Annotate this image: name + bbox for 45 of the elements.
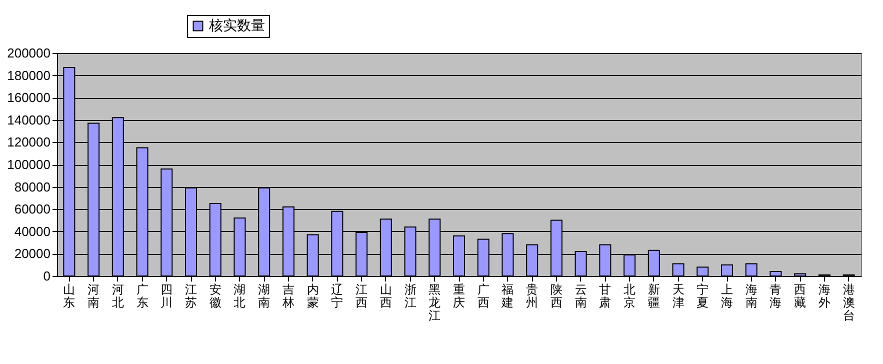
x-tick-label: 西藏: [794, 282, 806, 310]
x-tick-label: 安徽: [209, 282, 222, 310]
x-tick-label: 黑龙江: [428, 282, 441, 322]
x-tick-label: 新疆: [648, 282, 660, 310]
x-tick-label: 重庆: [453, 282, 465, 310]
legend-label: 核实数量: [208, 17, 265, 33]
x-tick-label: 海外: [818, 282, 830, 310]
x-tick-label: 浙江: [404, 282, 416, 310]
y-tick-label: 80000: [14, 179, 50, 194]
x-tick-label: 贵州: [526, 282, 538, 310]
x-tick-label: 山东: [63, 282, 76, 310]
y-tick-label: 100000: [7, 157, 50, 172]
x-tick-label: 内蒙: [306, 282, 319, 310]
x-tick-label: 河北: [112, 282, 124, 310]
x-tick-label: 辽宁: [331, 282, 344, 310]
x-tick-label: 陕西: [550, 282, 562, 310]
x-tick-label: 河南: [88, 282, 100, 310]
x-tick-label: 上海: [721, 282, 733, 310]
y-tick-label: 120000: [7, 134, 50, 150]
y-tick-label: 40000: [14, 224, 50, 239]
y-tick-label: 140000: [7, 112, 50, 128]
x-tick-label: 宁夏: [696, 282, 709, 310]
y-tick-label: 20000: [14, 246, 50, 262]
x-tick-label: 港澳台: [842, 282, 855, 322]
x-tick-label: 湖北: [234, 282, 246, 310]
x-tick-label: 青海: [770, 282, 782, 310]
x-tick-label: 福建: [500, 282, 514, 310]
y-tick-label: 160000: [7, 90, 50, 106]
x-tick-label: 北京: [624, 282, 636, 310]
y-tick-label: 180000: [7, 68, 50, 83]
x-tick-label: 山西: [380, 282, 392, 310]
x-tick-label: 吉林: [281, 282, 294, 310]
x-tick-label: 海南: [745, 282, 758, 310]
y-tick-label: 0: [43, 268, 50, 284]
y-tick-label: 60000: [14, 202, 50, 217]
x-tick-label: 江西: [356, 282, 368, 310]
x-tick-label: 甘肃: [599, 282, 612, 310]
x-tick-label: 四川: [160, 282, 173, 310]
x-tick-label: 天津: [672, 282, 684, 310]
x-tick-label: 广东: [136, 282, 148, 310]
x-tick-label: 江苏: [185, 282, 197, 310]
x-tick-label: 湖南: [258, 282, 270, 310]
y-tick-label: 200000: [7, 46, 50, 60]
x-tick-label: 广西: [477, 282, 490, 310]
x-tick-label: 云南: [574, 282, 587, 310]
